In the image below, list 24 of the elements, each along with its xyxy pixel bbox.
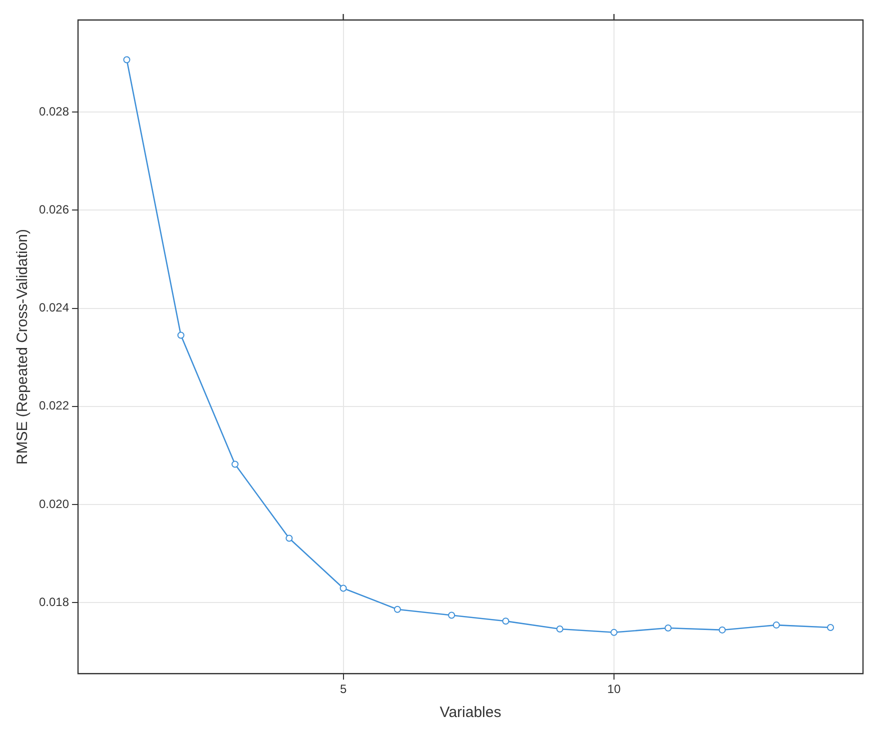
x-tick-label: 10 xyxy=(607,682,621,696)
x-axis-title: Variables xyxy=(440,704,502,722)
point xyxy=(177,332,184,339)
point xyxy=(123,56,130,64)
y-tick-label: 0.018 xyxy=(39,594,70,609)
y-tick-label: 0.028 xyxy=(39,104,70,118)
point xyxy=(827,624,834,632)
point xyxy=(394,606,401,613)
point xyxy=(448,612,456,619)
point xyxy=(232,460,239,468)
point xyxy=(664,624,672,632)
y-tick-label: 0.026 xyxy=(39,202,70,217)
point xyxy=(772,622,780,629)
y-tick-label: 0.020 xyxy=(39,496,70,511)
point xyxy=(502,618,510,625)
y-tick-label: 0.024 xyxy=(39,300,70,315)
point xyxy=(610,628,618,636)
x-tick-label: 5 xyxy=(340,682,347,696)
y-tick-label: 0.022 xyxy=(39,398,70,413)
point xyxy=(718,626,726,634)
y-axis-title: RMSE (Repeated Cross-Validation) xyxy=(14,228,32,465)
point xyxy=(556,625,564,632)
point xyxy=(286,534,293,542)
point xyxy=(340,584,347,592)
